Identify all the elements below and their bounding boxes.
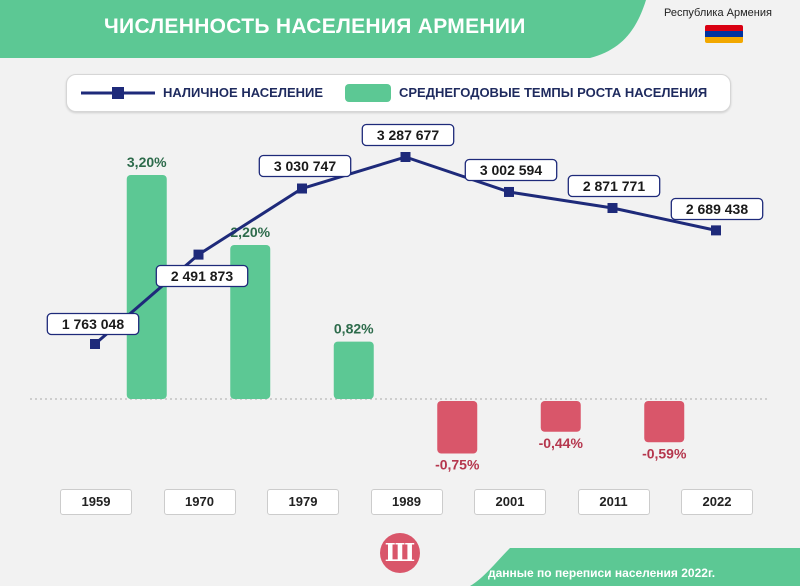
year-label: 1959 xyxy=(60,489,132,515)
year-label: 1979 xyxy=(267,489,339,515)
population-label: 3 002 594 xyxy=(480,162,542,178)
population-marker xyxy=(504,186,514,197)
growth-bar xyxy=(126,175,167,399)
source-note: данные по переписи населения 2022г. xyxy=(488,566,716,580)
year-label: 2011 xyxy=(577,489,650,515)
growth-bar xyxy=(644,401,685,443)
population-label: 2 689 438 xyxy=(686,201,748,217)
population-label-box xyxy=(155,264,249,288)
population-marker xyxy=(400,152,411,162)
title-banner: ЧИСЛЕННОСТЬ НАСЕЛЕНИЯ АРМЕНИИ xyxy=(0,0,646,58)
growth-bar-label: -0,44% xyxy=(539,435,584,451)
population-label-box xyxy=(464,158,558,182)
population-marker xyxy=(90,339,100,349)
flag-stripe-blue xyxy=(705,31,743,37)
year-label: 1989 xyxy=(370,489,443,515)
population-label-box xyxy=(258,154,352,178)
growth-bar xyxy=(333,341,374,399)
population-marker xyxy=(193,249,204,260)
population-label-box xyxy=(361,123,455,147)
footer-banner-shape xyxy=(470,548,800,586)
population-label-box xyxy=(670,197,764,221)
population-label: 2 871 771 xyxy=(583,178,645,194)
population-label: 2 491 873 xyxy=(171,268,233,284)
population-label-box xyxy=(567,174,661,198)
brand-logo-icon: Ш xyxy=(380,533,420,573)
page-title: ЧИСЛЕННОСТЬ НАСЕЛЕНИЯ АРМЕНИИ xyxy=(104,15,526,38)
growth-bar-label: 3,20% xyxy=(127,154,167,170)
population-marker xyxy=(607,203,618,214)
flag-stripe-red xyxy=(705,25,743,31)
title-banner-shape xyxy=(0,0,646,58)
year-label: 2001 xyxy=(474,489,546,515)
population-label: 1 763 048 xyxy=(62,316,124,332)
year-label: 1970 xyxy=(163,489,236,515)
growth-bar xyxy=(540,401,581,432)
population-marker xyxy=(297,183,307,194)
growth-bar-label: 0,82% xyxy=(334,321,374,337)
year-label: 2022 xyxy=(681,489,753,515)
population-label-box xyxy=(46,312,140,336)
legend-line-label: НАЛИЧНОЕ НАСЕЛЕНИЕ xyxy=(163,85,324,100)
footer-banner xyxy=(470,548,800,586)
population-marker xyxy=(711,225,721,236)
population-label: 3 287 677 xyxy=(377,127,439,143)
flag-stripe-orange xyxy=(705,37,743,43)
growth-bar xyxy=(437,401,478,454)
armenia-flag-icon xyxy=(705,25,743,43)
growth-bar-label: -0,75% xyxy=(435,457,480,473)
legend-line-icon xyxy=(81,87,155,99)
population-label: 3 030 747 xyxy=(274,158,336,174)
legend-bar-icon xyxy=(345,84,391,102)
growth-bar-label: -0,59% xyxy=(642,445,687,461)
chart-legend: НАЛИЧНОЕ НАСЕЛЕНИЕ СРЕДНЕГОДОВЫЕ ТЕМПЫ Р… xyxy=(66,74,731,112)
country-label: Республика Армения xyxy=(664,7,772,19)
legend-bar-label: СРЕДНЕГОДОВЫЕ ТЕМПЫ РОСТА НАСЕЛЕНИЯ xyxy=(399,85,708,100)
